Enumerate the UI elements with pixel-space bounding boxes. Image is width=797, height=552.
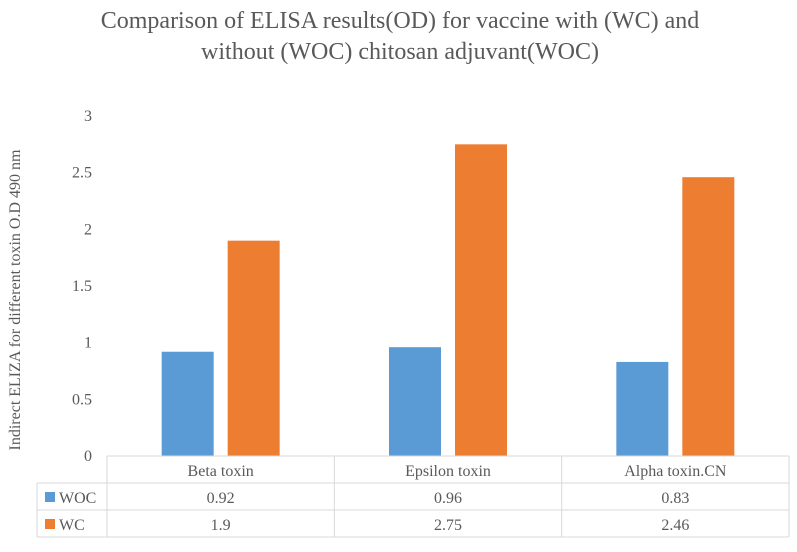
category-label: Beta toxin	[188, 463, 254, 480]
bar-wc-2	[455, 144, 507, 457]
y-tick-label: 1	[84, 335, 92, 352]
bar-woc-2	[389, 347, 441, 456]
y-tick-label: 2	[84, 221, 92, 238]
data-value-wc: 2.46	[661, 517, 689, 534]
chart-title-line-1: Comparison of ELISA results(OD) for vacc…	[101, 8, 700, 34]
y-axis-label: Indirect ELIZA for different toxin O.D 4…	[7, 149, 24, 451]
bar-wc-1	[227, 240, 280, 456]
y-tick-label: 0.5	[72, 391, 92, 408]
y-axis-ticks: 0 0.5 1 1.5 2 2.5 3	[72, 108, 92, 465]
legend-key-woc	[45, 492, 55, 502]
data-value-wc: 1.9	[211, 517, 231, 534]
y-tick-label: 1.5	[72, 278, 92, 295]
data-value-wc: 2.75	[434, 517, 462, 534]
chart-title-line-2: without (WOC) chitosan adjuvant(WOC)	[201, 39, 599, 65]
legend-label-woc: WOC	[59, 490, 96, 507]
y-tick-label: 2.5	[72, 165, 92, 182]
y-tick-label: 3	[84, 108, 92, 125]
legend-label-wc: WC	[59, 517, 85, 534]
bar-wc-3	[682, 177, 735, 456]
legend-key-wc	[45, 519, 55, 529]
bar-woc-3	[616, 361, 669, 456]
bar-marks	[161, 144, 735, 457]
data-value-woc: 0.92	[207, 490, 235, 507]
y-tick-label: 0	[84, 448, 92, 465]
data-value-woc: 0.83	[661, 490, 689, 507]
category-label: Alpha toxin.CN	[624, 463, 727, 480]
category-label: Epsilon toxin	[405, 463, 491, 480]
data-value-woc: 0.96	[434, 490, 462, 507]
data-table: Beta toxin Epsilon toxin Alpha toxin.CN WOC…	[36, 455, 790, 538]
bar-woc-1	[161, 351, 214, 456]
